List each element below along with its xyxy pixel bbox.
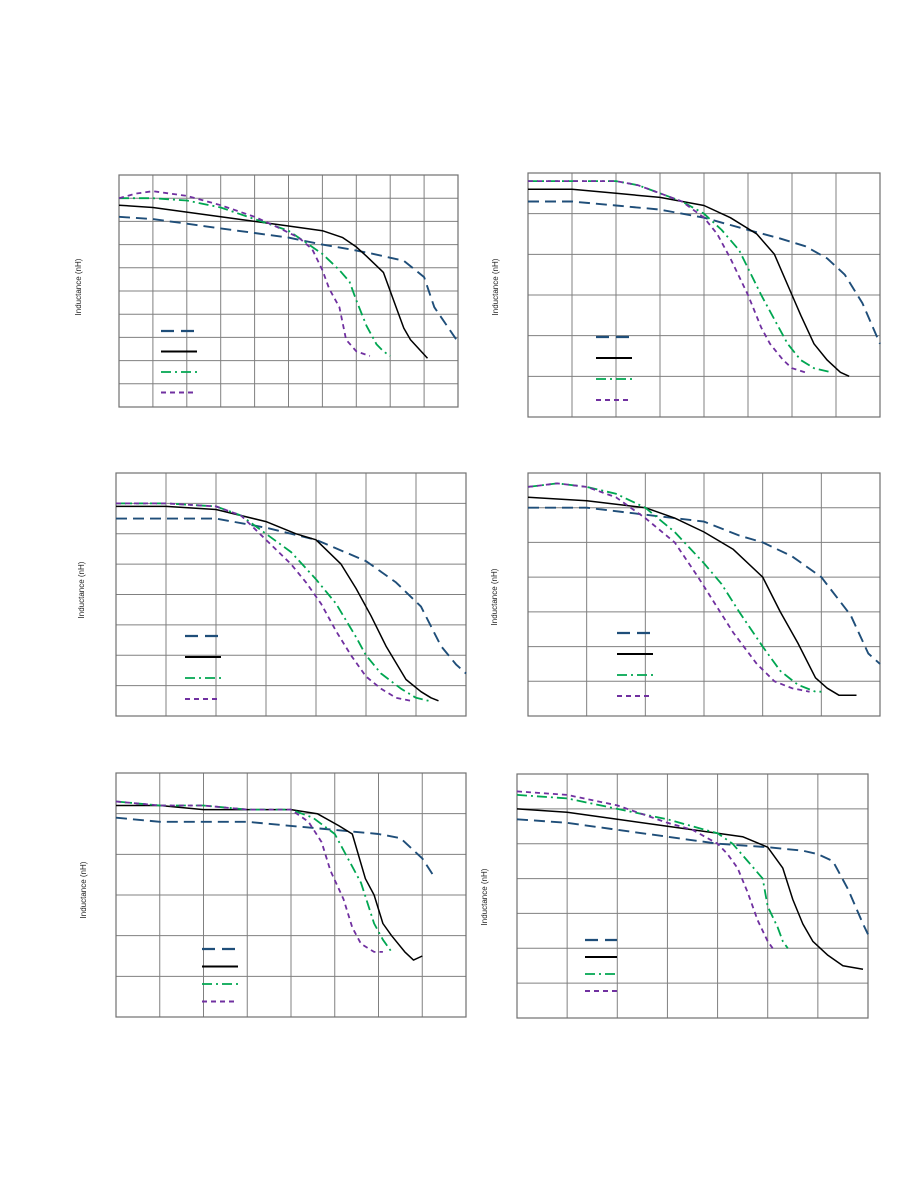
series-line-1	[528, 506, 881, 665]
chart-1: Inductance (nH)	[74, 174, 459, 408]
y-axis-label: Inductance (nH)	[480, 868, 489, 925]
series-line-2	[527, 496, 857, 696]
grid	[528, 473, 880, 716]
series-line-3	[528, 180, 832, 374]
y-axis-label: Inductance (nH)	[77, 561, 86, 618]
series-line-3	[116, 502, 429, 702]
legend	[161, 329, 197, 394]
series-line-1	[115, 816, 437, 880]
chart-3: Inductance (nH)	[77, 472, 467, 717]
legend	[596, 335, 632, 401]
y-axis-label: Inductance (nH)	[491, 258, 500, 315]
series-line-3	[119, 197, 391, 357]
series-line-3	[527, 482, 822, 693]
series-line-2	[116, 804, 423, 961]
legend	[617, 631, 653, 697]
series-line-2	[116, 505, 439, 702]
chart-5: Inductance (nH)	[79, 772, 467, 1018]
y-axis-label: Inductance (nH)	[79, 861, 88, 918]
chart-4: Inductance (nH)	[490, 472, 881, 717]
series-line-4	[528, 180, 806, 374]
series-line-3	[115, 800, 393, 953]
series-line-3	[516, 794, 789, 949]
series-line-2	[516, 808, 864, 970]
series-line-4	[516, 790, 774, 949]
series-line-4	[115, 800, 383, 953]
plot-frame	[115, 472, 467, 717]
series-line-4	[118, 190, 371, 357]
series-line-2	[118, 204, 429, 359]
y-axis-label: Inductance (nH)	[490, 568, 499, 625]
grid	[116, 773, 466, 1017]
series-line-2	[528, 188, 850, 377]
legend	[585, 938, 617, 992]
plot-frame	[527, 172, 881, 418]
chart-2: Inductance (nH)	[491, 172, 881, 418]
grid	[116, 473, 466, 716]
plot-frame	[527, 472, 881, 717]
plot-frame	[118, 174, 459, 408]
series-line-1	[118, 215, 459, 343]
plot-frame	[115, 772, 467, 1018]
series-line-4	[527, 482, 810, 693]
y-axis-label: Inductance (nH)	[74, 258, 83, 315]
chart-6: Inductance (nH)	[480, 773, 869, 1019]
legend	[202, 947, 238, 1003]
series-line-1	[516, 818, 869, 935]
grid	[528, 173, 880, 417]
series-line-1	[528, 200, 881, 345]
series-line-1	[116, 517, 467, 675]
legend	[185, 634, 221, 700]
grid	[517, 774, 868, 1018]
plot-frame	[516, 773, 869, 1019]
